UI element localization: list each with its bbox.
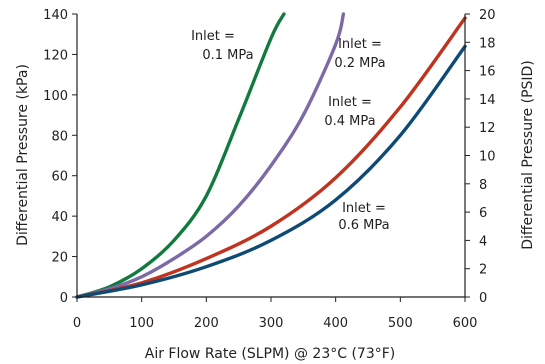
x-tick-label: 500 <box>388 316 413 331</box>
x-tick-label: 0 <box>73 316 81 331</box>
y-tick-label: 60 <box>51 170 68 185</box>
plot-lines <box>75 12 467 299</box>
y-tick-label: 40 <box>51 210 68 225</box>
y2-tick-label: 0 <box>479 291 487 306</box>
x-tick-label: 100 <box>129 316 154 331</box>
annotation-inlet-0-6: Inlet = 0.6 MPa <box>338 201 389 233</box>
y2-tick-label: 16 <box>479 65 496 80</box>
series-line-1 <box>75 12 346 299</box>
series-line-2 <box>75 16 467 299</box>
annotation-inlet-0-4: Inlet = 0.4 MPa <box>324 95 375 129</box>
annotation-line2: 0.1 MPa <box>202 48 253 63</box>
y2-tick-label: 12 <box>479 121 496 136</box>
y2-tick-label: 8 <box>479 178 487 193</box>
x-tick-label: 600 <box>453 316 478 331</box>
y-tick-label: 0 <box>60 291 68 306</box>
annotation-line1: Inlet = <box>342 201 386 216</box>
x-tick-label: 300 <box>259 316 284 331</box>
axes <box>76 14 466 298</box>
y2-axis-title: Differential Pressure (PSID) <box>520 60 536 250</box>
y2-tick-label: 20 <box>479 8 496 23</box>
series-line-3 <box>75 44 467 299</box>
annotation-line1: Inlet = <box>191 29 235 44</box>
annotation-line2: 0.4 MPa <box>324 114 375 129</box>
y2-tick-label: 2 <box>479 263 487 278</box>
series-line-0 <box>75 12 286 299</box>
x-tick-label: 400 <box>323 316 348 331</box>
annotation-line1: Inlet = <box>338 37 382 52</box>
y2-tick-label: 14 <box>479 93 496 108</box>
y2-tick-label: 10 <box>479 150 496 165</box>
y-axis-title: Differential Pressure (kPa) <box>15 64 31 246</box>
annotation-line1: Inlet = <box>328 95 372 110</box>
annotation-line2: 0.2 MPa <box>334 56 385 71</box>
y-tick-label: 120 <box>43 48 68 63</box>
y-tick-label: 100 <box>43 89 68 104</box>
x-axis-title: Air Flow Rate (SLPM) @ 23°C (73°F) <box>145 346 396 362</box>
annotation-inlet-0-2: Inlet = 0.2 MPa <box>334 37 385 71</box>
y-tick-label: 20 <box>51 251 68 266</box>
annotation-line2: 0.6 MPa <box>338 218 389 233</box>
ticks: 0 100 200 300 400 500 600020406080100120140024… <box>43 8 495 331</box>
y-tick-label: 140 <box>43 8 68 23</box>
x-tick-label: 200 <box>194 316 219 331</box>
y-tick-label: 80 <box>51 129 68 144</box>
annotation-inlet-0-1: Inlet = 0.1 MPa <box>191 29 254 63</box>
y2-tick-label: 4 <box>479 234 487 249</box>
y2-tick-label: 6 <box>479 206 487 221</box>
y2-tick-label: 18 <box>479 36 496 51</box>
